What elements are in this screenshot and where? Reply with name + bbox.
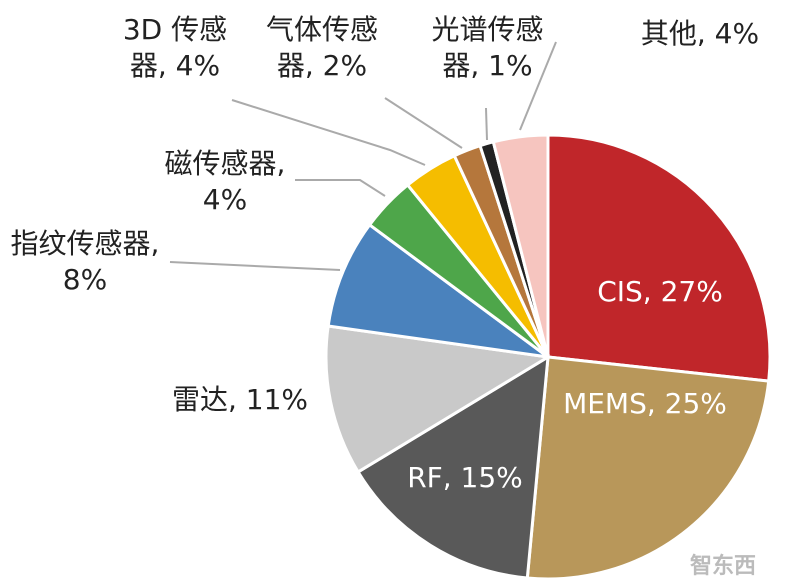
watermark: 智东西 [690,554,757,579]
data-label: 光谱传感器, 1% [431,13,544,82]
data-label: 指纹传感器, 8% [10,227,160,296]
leader-line [295,179,386,197]
data-label: 雷达, 11% [171,383,309,416]
leader-line [519,41,557,131]
pie-slice [326,222,549,359]
pie-slice [491,133,550,358]
pie-slice [356,354,550,580]
data-label: 3D 传感器, 4% [122,13,228,82]
data-label: RF, 15% [407,461,523,494]
leader-line [384,97,463,149]
data-label: MEMS, 25% [563,387,727,420]
pie-slice [324,324,553,475]
data-label: CIS, 27% [597,275,723,308]
pie-slice [525,355,771,581]
leader-line [485,107,488,141]
data-label: 磁传感器, 4% [164,147,286,216]
leader-line [169,261,341,271]
pie-slice [546,133,772,383]
leader-line [231,99,426,166]
data-label: 其他, 4% [640,17,760,50]
data-label: 气体传感器, 2% [265,13,378,82]
